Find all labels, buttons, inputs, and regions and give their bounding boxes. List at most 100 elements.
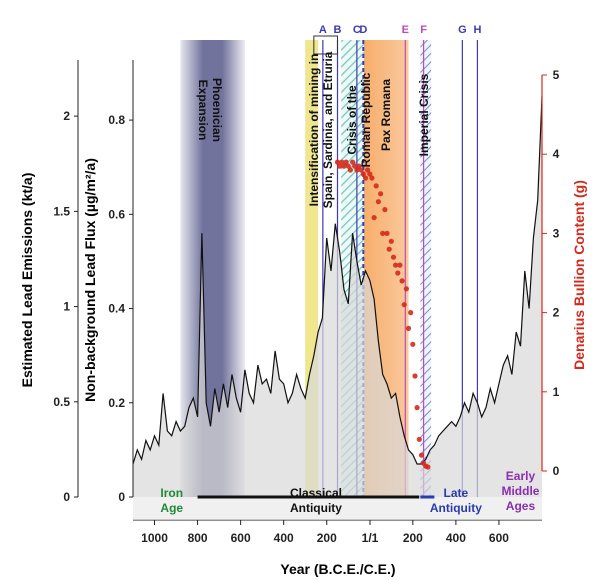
era-strip [133, 497, 542, 520]
denarius-point [343, 159, 349, 165]
period-label-phoenician: PhoenicianExpansion [196, 78, 224, 142]
x-tick-label: 1/1 [362, 531, 379, 545]
denarius-point [365, 167, 371, 173]
emissions-tick-label: 0.5 [53, 395, 70, 409]
denarius-point [354, 167, 360, 173]
event-label-f: F [420, 24, 427, 36]
denarius-point [399, 278, 405, 284]
flux-tick-label: 0.8 [108, 113, 125, 127]
flux-axis-title: Non-background Lead Flux (µg/m²/a) [82, 158, 98, 402]
period-label-line: Spain, Sardinia, and Etruria [321, 51, 335, 208]
denarius-tick-label: 0 [553, 464, 560, 478]
denarius-point [350, 159, 356, 165]
emissions-axis-title: Estimated Lead Emissions (kt/a) [19, 173, 35, 388]
flux-area [133, 96, 542, 497]
period-label-crisis-republic: Crisis of theRoman Republic [345, 72, 373, 167]
period-label-intensification: Intensification of mining inSpain, Sardi… [307, 51, 335, 208]
denarius-point [337, 163, 343, 169]
denarius-point [360, 171, 366, 177]
flux-line [132, 96, 543, 465]
x-axis-title: Year (B.C.E./C.E.) [280, 561, 395, 577]
denarius-axis-title: Denarius Bullion Content (g) [571, 180, 587, 370]
x-tick-label: 400 [446, 531, 466, 545]
era-label-line: Antiquity [430, 501, 482, 515]
denarius-point [403, 286, 409, 292]
period-label-line: Pax Romana [379, 79, 393, 151]
emissions-tick-label: 2 [63, 109, 70, 123]
denarius-point [414, 405, 420, 411]
period-label-line: Roman Republic [359, 72, 373, 167]
denarius-point [425, 464, 431, 470]
x-tick-label: 600 [231, 531, 251, 545]
era-label-line: Age [160, 501, 183, 515]
denarius-point [382, 207, 388, 213]
x-tick-label: 800 [188, 531, 208, 545]
event-label-h: H [473, 24, 481, 36]
denarius-tick-label: 3 [553, 226, 560, 240]
era-label-line: Antiquity [290, 501, 342, 515]
era-label-line: Iron [160, 486, 183, 500]
denarius-point [412, 373, 418, 379]
x-tick-label: 200 [317, 531, 337, 545]
denarius-point [408, 310, 414, 316]
denarius-point [401, 302, 407, 308]
denarius-point [373, 183, 379, 189]
flux-tick-label: 0.2 [108, 396, 125, 410]
era-label-line: Classical [290, 486, 342, 500]
period-label-imperial-crisis: Imperial Crisis [417, 73, 431, 156]
denarius-point [397, 262, 403, 268]
emissions-tick-label: 1.5 [53, 204, 70, 218]
denarius-point [395, 270, 401, 276]
denarius-point [369, 175, 375, 181]
denarius-point [367, 171, 373, 177]
denarius-point [418, 452, 425, 458]
denarius-tick-label: 1 [553, 385, 560, 399]
period-band-imperial-crisis [420, 40, 432, 497]
denarius-tick-label: 5 [553, 68, 560, 82]
denarius-point [352, 163, 358, 169]
event-label-d: D [359, 24, 367, 36]
era-label-line: Early [506, 469, 536, 483]
era-label-iron: Iron Age [160, 486, 183, 515]
event-label-g: G [458, 24, 467, 36]
denarius-point [416, 436, 422, 442]
denarius-point [384, 230, 390, 236]
denarius-point [362, 175, 369, 181]
denarius-point [405, 325, 412, 331]
era-label-classical: Classical Antiquity [290, 486, 342, 515]
period-label-line: Intensification of mining in [307, 54, 321, 207]
x-tick-label: 1000 [141, 531, 168, 545]
event-label-e: E [402, 24, 409, 36]
denarius-point [371, 215, 377, 221]
denarius-point [410, 341, 416, 347]
x-tick-label: 200 [403, 531, 423, 545]
period-label-line: Expansion [196, 80, 210, 141]
denarius-point [334, 159, 341, 165]
denarius-tick-label: 2 [553, 306, 560, 320]
era-label-line: Late [444, 486, 469, 500]
era-label-early: Early Middle Ages [501, 469, 539, 513]
flux-tick-label: 0.6 [108, 207, 125, 221]
denarius-point [356, 163, 362, 169]
denarius-point [386, 246, 392, 252]
denarius-point [388, 238, 394, 244]
period-label-line: Imperial Crisis [417, 73, 431, 156]
denarius-point [345, 163, 351, 169]
period-label-line: Phoenician [210, 78, 224, 142]
event-label-c: C [353, 24, 361, 36]
denarius-point [380, 230, 386, 236]
denarius-point [358, 167, 364, 173]
denarius-point [341, 163, 347, 169]
event-label-b: B [334, 24, 342, 36]
denarius-point [378, 191, 384, 197]
denarius-point [339, 159, 345, 165]
event-a-box [313, 35, 338, 55]
denarius-point [390, 254, 397, 260]
era-label-line: Middle [501, 484, 539, 498]
period-label-line: Crisis of the [345, 85, 359, 155]
denarius-tick-label: 4 [553, 147, 560, 161]
denarius-point [375, 199, 381, 205]
flux-tick-label: 0 [118, 490, 125, 504]
x-tick-label: 600 [489, 531, 509, 545]
era-label-late: Late Antiquity [430, 486, 482, 515]
